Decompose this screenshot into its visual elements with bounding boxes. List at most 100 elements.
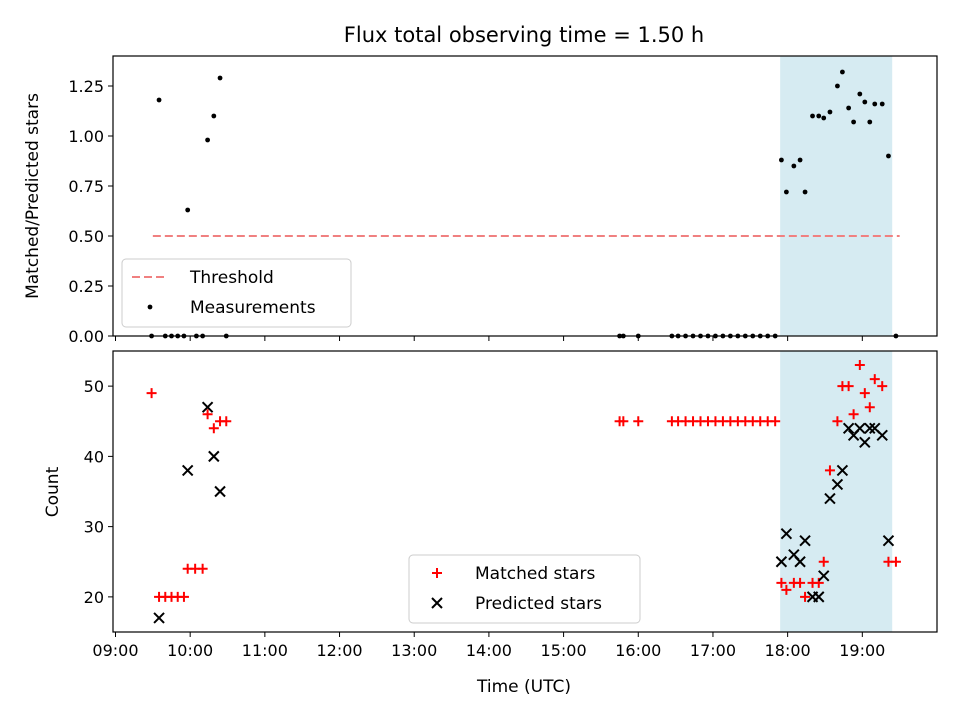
ratio-shaded-span: [780, 56, 893, 336]
count-plus-point-9: [202, 409, 213, 420]
count-plus-point-39: [824, 465, 835, 476]
count-shaded-span: [780, 351, 893, 632]
count-y-axis-label: Count: [43, 466, 63, 517]
ratio-dot-point-33: [791, 163, 797, 169]
count-plus-point-12: [221, 416, 232, 427]
count-x-point-14: [831, 478, 844, 491]
count-plus-point-0: [146, 388, 157, 399]
ratio-dot-point-36: [810, 113, 815, 119]
ratio-dot-point-44: [857, 91, 863, 97]
count-plus-point-48: [877, 381, 888, 392]
count-plus-point-40: [832, 416, 843, 427]
legend-matched-label: Matched stars: [475, 564, 595, 584]
count-plus-point-31: [776, 577, 787, 588]
x-tick-label-8: 17:00: [690, 641, 736, 660]
count-plus-point-44: [854, 360, 865, 371]
ratio-dot-point-46: [867, 119, 873, 125]
count-x-point-9: [799, 534, 811, 547]
ratio-y-axis-label: Matched/Predicted stars: [23, 93, 43, 299]
ratio-dot-point-41: [840, 69, 845, 75]
legend-predicted-swatch: [431, 597, 443, 609]
ratio-panel: 0.00 0.25 0.50 0.75 1.00 1.25 Threshold Measure…: [68, 55, 938, 346]
x-tick-label-3: 12:00: [316, 641, 362, 660]
ratio-dot-point-39: [827, 109, 833, 115]
ratio-dot-point-34: [797, 157, 803, 163]
ratio-y-tick-label-0: 0.00: [68, 327, 104, 346]
count-x-point-22: [876, 429, 888, 442]
legend-predicted-label: Predicted stars: [475, 594, 602, 614]
x-tick-label-1: 10:00: [167, 641, 213, 660]
ratio-y-tick-label-2: 0.50: [68, 227, 104, 246]
count-x-point-16: [842, 422, 855, 434]
count-y-tick-label-1: 30: [84, 518, 104, 537]
ratio-dot-point-37: [816, 113, 822, 119]
ratio-dot-point-40: [835, 83, 840, 89]
count-plus-point-47: [869, 374, 880, 385]
x-tick-label-0: 09:00: [92, 641, 138, 660]
x-tick-label-6: 15:00: [541, 641, 587, 660]
count-plus-point-8: [197, 563, 208, 574]
count-x-point-1: [181, 464, 194, 477]
ratio-y-tick-label-4: 1.00: [68, 127, 104, 146]
count-plus-point-14: [618, 416, 629, 427]
ratio-legend-box: [121, 258, 352, 328]
x-axis-label: Time (UTC): [476, 677, 571, 697]
count-x-point-5: [775, 556, 788, 568]
count-legend: Matched stars Predicted stars: [408, 554, 641, 624]
legend-threshold-label: Threshold: [189, 268, 274, 288]
count-x-point-8: [794, 556, 806, 568]
count-plus-point-45: [859, 388, 870, 399]
ratio-dot-point-43: [851, 119, 857, 125]
count-plus-point-5: [178, 591, 189, 602]
ratio-dot-point-49: [886, 153, 891, 159]
count-legend-box: [408, 554, 641, 624]
count-x-point-6: [780, 527, 793, 540]
count-x-point-18: [854, 422, 866, 434]
ratio-dot-point-11: [217, 75, 223, 81]
count-plus-point-34: [795, 577, 806, 588]
count-x-point-13: [824, 492, 836, 505]
x-tick-label-7: 16:00: [615, 641, 661, 660]
ratio-dot-point-35: [802, 189, 808, 195]
count-plus-point-10: [208, 423, 219, 434]
legend-measurements-swatch: [147, 304, 153, 310]
ratio-dot-point-48: [879, 101, 885, 107]
x-tick-label-5: 14:00: [466, 641, 512, 660]
count-plus-point-15: [633, 416, 644, 427]
x-tick-label-2: 11:00: [242, 641, 288, 660]
count-x-point-20: [864, 422, 876, 434]
ratio-y-tick-label-3: 0.75: [68, 177, 104, 196]
count-x-point-15: [836, 464, 849, 477]
ratio-dot-point-38: [821, 115, 827, 121]
ratio-dot-point-31: [779, 157, 784, 163]
ratio-dot-point-45: [862, 99, 868, 105]
chart-title: Flux total observing time = 1.50 h: [344, 23, 704, 47]
count-plus-point-50: [890, 556, 901, 567]
count-plus-point-32: [781, 584, 792, 595]
count-x-point-11: [813, 591, 825, 603]
ratio-dot-point-47: [872, 101, 878, 107]
count-x-point-19: [859, 436, 871, 449]
count-x-point-23: [882, 534, 895, 547]
ratio-axes-frame: [112, 55, 938, 337]
x-tick-label-9: 18:00: [765, 641, 811, 660]
count-y-tick-label-0: 20: [84, 588, 104, 607]
count-plus-point-43: [848, 409, 859, 420]
count-y-tick-label-2: 40: [84, 447, 104, 466]
count-y-tick-label-3: 50: [84, 377, 104, 396]
count-x-point-4: [214, 485, 226, 498]
ratio-dot-point-32: [783, 189, 789, 195]
count-x-point-3: [208, 450, 220, 463]
ratio-dot-point-9: [205, 137, 210, 143]
count-plus-point-38: [818, 556, 829, 567]
count-x-point-12: [818, 570, 830, 582]
count-plus-point-42: [843, 381, 854, 392]
ratio-dot-point-10: [211, 113, 217, 119]
ratio-y-tick-label-1: 0.25: [68, 277, 104, 296]
legend-measurements-label: Measurements: [190, 298, 316, 318]
count-panel: 20 30 40 50 09:00 10:00 11:00 12:00 13:00 14:00 15…: [84, 350, 938, 660]
x-tick-label-10: 19:00: [839, 641, 885, 660]
count-plus-point-30: [770, 416, 781, 427]
legend-matched-swatch: [432, 568, 442, 578]
